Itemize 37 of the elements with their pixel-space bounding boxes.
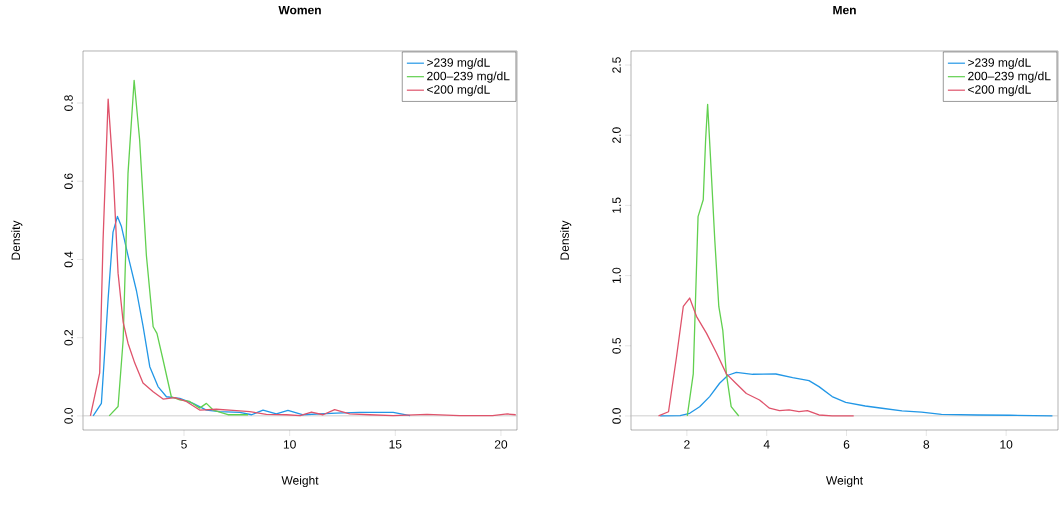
x-tick-label: 15 bbox=[389, 440, 402, 449]
x-tick-label: 10 bbox=[283, 440, 296, 449]
y-tick-label: 0.4 bbox=[64, 251, 73, 268]
legend-label: 200–239 mg/dL bbox=[968, 71, 1051, 83]
y-tick-label: 2.0 bbox=[612, 127, 621, 143]
x-tick-label: 8 bbox=[923, 440, 930, 449]
line-series bbox=[657, 297, 855, 417]
y-tick-label: 2.5 bbox=[612, 57, 621, 73]
legend-label: 200–239 mg/dL bbox=[427, 71, 510, 83]
x-tick-label: 10 bbox=[1000, 440, 1013, 449]
legend-label: <200 mg/dL bbox=[968, 84, 1031, 97]
y-tick-label: 0.2 bbox=[64, 329, 73, 346]
chart-title: Men bbox=[833, 5, 856, 15]
line-series bbox=[659, 371, 1054, 417]
x-tick-label: 20 bbox=[494, 440, 508, 449]
y-axis-title: Density bbox=[560, 220, 572, 260]
line-series bbox=[108, 79, 249, 417]
y-tick-label: 0.0 bbox=[64, 408, 73, 424]
legend-label: >239 mg/dL bbox=[427, 57, 490, 70]
y-tick-label: 1.5 bbox=[612, 197, 621, 213]
y-tick-label: 0.8 bbox=[64, 95, 73, 111]
y-tick-label: 1.0 bbox=[612, 267, 621, 284]
y-tick-label: 0.0 bbox=[612, 408, 621, 424]
legend-label: <200 mg/dL bbox=[427, 84, 490, 97]
y-tick-label: 0.5 bbox=[612, 337, 621, 354]
legend-label: >239 mg/dL bbox=[968, 57, 1031, 70]
chart-title: Women bbox=[278, 5, 321, 15]
x-tick-label: 5 bbox=[181, 440, 187, 449]
line-series bbox=[686, 103, 740, 417]
x-tick-label: 4 bbox=[763, 440, 770, 449]
x-axis-title: Weight bbox=[825, 475, 863, 488]
x-tick-label: 6 bbox=[843, 440, 850, 449]
y-tick-label: 0.6 bbox=[64, 173, 73, 190]
x-axis-title: Weight bbox=[281, 475, 319, 488]
line-series bbox=[89, 98, 517, 417]
y-axis-title: Density bbox=[11, 220, 23, 260]
x-tick-label: 2 bbox=[684, 440, 690, 449]
